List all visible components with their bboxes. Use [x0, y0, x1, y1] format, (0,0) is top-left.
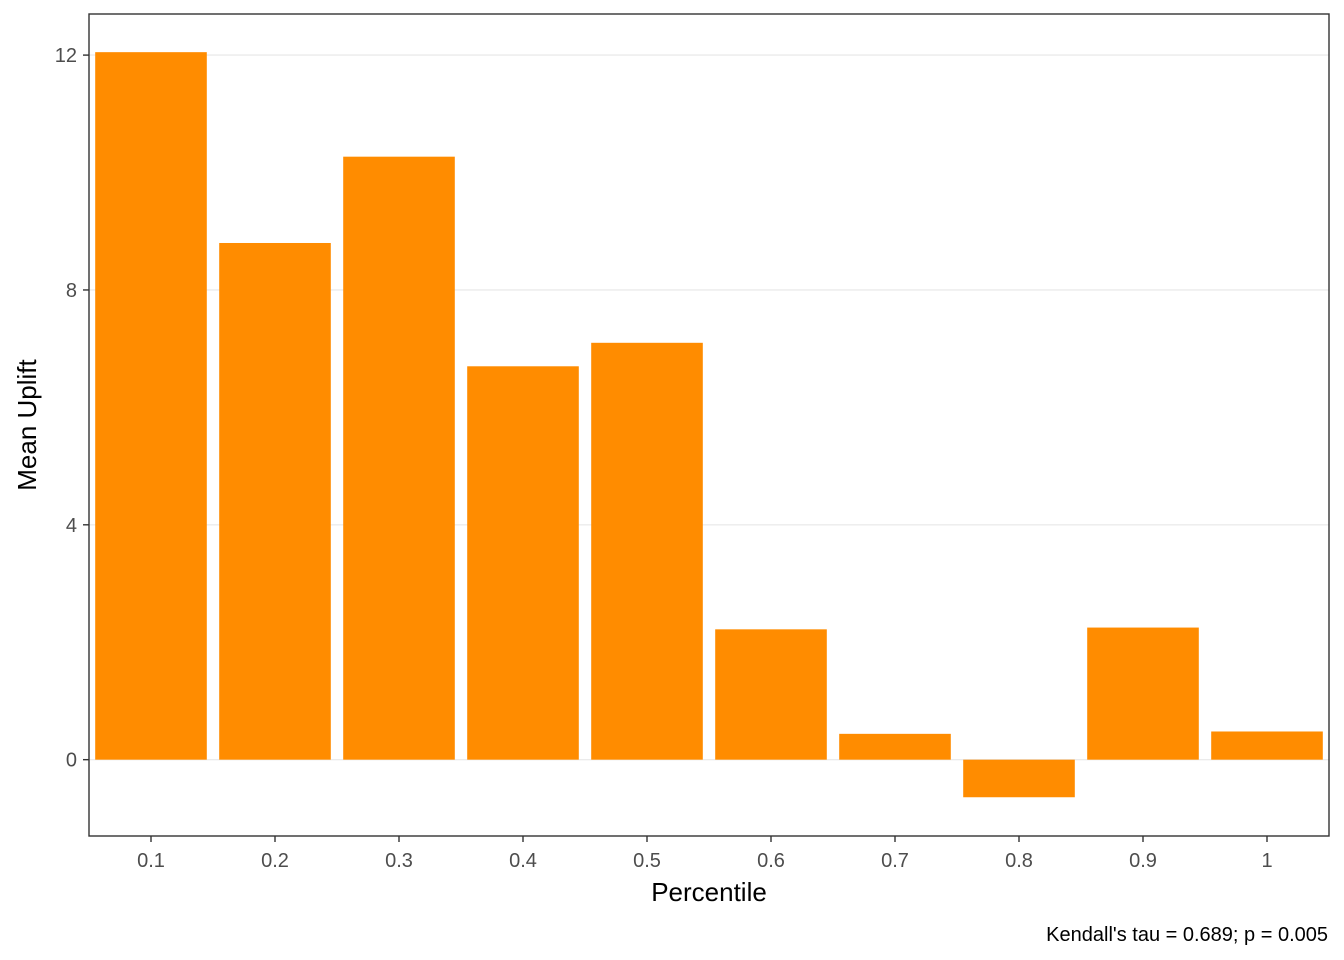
x-tick-label-0.2: 0.2	[261, 850, 289, 872]
x-tick-label-0.1: 0.1	[137, 850, 165, 872]
bar-0.8	[963, 759, 1075, 798]
x-tick-label-0.8: 0.8	[1005, 850, 1033, 872]
bars	[95, 52, 1323, 798]
x-axis: 0.1 0.2 0.3 0.4 0.5 0.6 0.7 0.8 0.9 1	[137, 836, 1273, 872]
bar-0.2	[219, 242, 331, 760]
bar-1	[1211, 731, 1323, 760]
y-axis: 0 4 8 12	[55, 45, 89, 772]
stats-caption: Kendall's tau = 0.689; p = 0.005	[1046, 924, 1328, 946]
y-tick-label-4: 4	[66, 515, 77, 537]
x-tick-label-0.3: 0.3	[385, 850, 413, 872]
x-tick-label-0.9: 0.9	[1129, 850, 1157, 872]
x-tick-label-1: 1	[1261, 850, 1272, 872]
x-tick-label-0.4: 0.4	[509, 850, 537, 872]
x-axis-title: Percentile	[651, 877, 767, 907]
bar-0.5	[591, 342, 703, 760]
y-axis-title: Mean Uplift	[12, 358, 42, 490]
bar-0.6	[715, 629, 827, 760]
bar-0.4	[467, 366, 579, 760]
y-tick-label-12: 12	[55, 45, 77, 67]
bar-0.9	[1087, 627, 1199, 760]
x-tick-label-0.6: 0.6	[757, 850, 785, 872]
y-tick-label-8: 8	[66, 280, 77, 302]
x-tick-label-0.7: 0.7	[881, 850, 909, 872]
y-tick-label-0: 0	[66, 750, 77, 772]
bar-0.1	[95, 52, 207, 760]
bar-0.3	[343, 156, 455, 760]
x-tick-label-0.5: 0.5	[633, 850, 661, 872]
bar-0.7	[839, 733, 951, 760]
panel-border	[88, 13, 1330, 837]
